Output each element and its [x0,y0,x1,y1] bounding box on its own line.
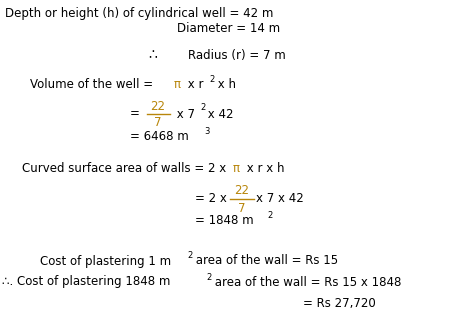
Text: 3: 3 [204,126,209,136]
Text: Curved surface area of walls = 2 x: Curved surface area of walls = 2 x [22,162,226,174]
Text: 2: 2 [206,272,211,282]
Text: area of the wall = Rs 15 x 1848: area of the wall = Rs 15 x 1848 [211,275,401,289]
Text: π: π [233,162,240,174]
Text: ∴: ∴ [148,48,157,62]
Text: =: = [130,108,140,120]
Text: ∴. Cost of plastering 1848 m: ∴. Cost of plastering 1848 m [2,275,170,289]
Text: = 6468 m: = 6468 m [130,130,189,142]
Text: 2: 2 [187,251,192,261]
Text: 7: 7 [238,201,246,215]
Text: Diameter = 14 m: Diameter = 14 m [177,22,281,36]
Text: x h: x h [214,79,236,91]
Text: Cost of plastering 1 m: Cost of plastering 1 m [40,255,171,267]
Text: Depth or height (h) of cylindrical well = 42 m: Depth or height (h) of cylindrical well … [5,7,273,19]
Text: 22: 22 [234,185,250,197]
Text: x r: x r [184,79,203,91]
Text: π: π [174,79,181,91]
Text: x r x h: x r x h [243,162,284,174]
Text: 7: 7 [154,116,162,130]
Text: area of the wall = Rs 15: area of the wall = Rs 15 [192,255,338,267]
Text: Radius (r) = 7 m: Radius (r) = 7 m [188,48,286,62]
Text: 22: 22 [151,99,165,113]
Text: x 7: x 7 [173,108,195,120]
Text: = Rs 27,720: = Rs 27,720 [303,296,376,310]
Text: = 1848 m: = 1848 m [195,215,254,227]
Text: = 2 x: = 2 x [195,192,227,206]
Text: x 42: x 42 [204,108,234,120]
Text: Volume of the well =: Volume of the well = [30,79,153,91]
Text: x 7 x 42: x 7 x 42 [256,192,304,206]
Text: 2: 2 [267,212,272,220]
Text: 2: 2 [200,104,205,113]
Text: 2: 2 [209,75,214,85]
